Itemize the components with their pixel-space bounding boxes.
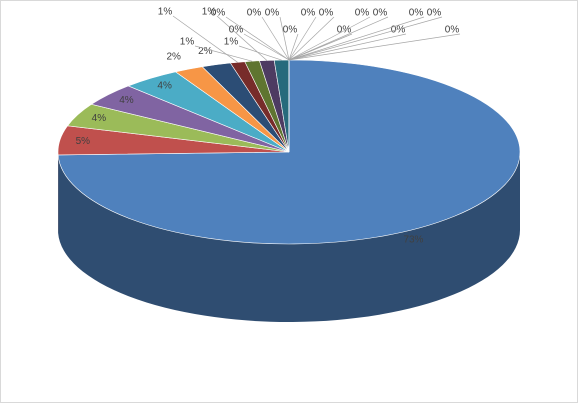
- data-label: 73%: [403, 235, 423, 246]
- data-label: 0%: [355, 8, 370, 19]
- leader-line: [288, 33, 407, 61]
- leader-line: [243, 33, 290, 61]
- data-label: 5%: [76, 136, 91, 147]
- leader-line: [238, 45, 282, 61]
- data-label: 1%: [224, 37, 239, 48]
- data-label: 0%: [391, 25, 406, 36]
- data-label: 0%: [337, 25, 352, 36]
- leader-line: [288, 33, 299, 61]
- data-label: 2%: [167, 51, 182, 62]
- leader-line: [288, 33, 461, 61]
- leader-line: [279, 16, 290, 61]
- leader-line: [288, 16, 389, 61]
- data-label: 0%: [427, 8, 442, 19]
- leader-line: [225, 16, 290, 61]
- leader-line: [194, 45, 253, 62]
- leader-line: [288, 16, 371, 61]
- data-label: 4%: [157, 80, 172, 91]
- data-label: 4%: [92, 113, 107, 124]
- data-label: 0%: [283, 25, 298, 36]
- data-label: 1%: [202, 7, 217, 18]
- data-label: 0%: [445, 25, 460, 36]
- data-label: 4%: [119, 95, 134, 106]
- data-label: 0%: [211, 8, 226, 19]
- data-label: 2%: [198, 46, 213, 57]
- slice-side: [58, 152, 520, 322]
- data-label: 1%: [180, 37, 195, 48]
- data-label: 0%: [373, 8, 388, 19]
- leader-line: [288, 16, 443, 61]
- leader-line: [288, 16, 425, 61]
- data-label: 0%: [247, 8, 262, 19]
- data-label: 1%: [158, 7, 173, 18]
- data-label: 0%: [265, 8, 280, 19]
- data-label: 0%: [319, 8, 334, 19]
- leader-line: [288, 16, 335, 61]
- leader-line: [261, 16, 290, 61]
- leader-line: [216, 15, 268, 61]
- data-label: 0%: [301, 8, 316, 19]
- data-label: 0%: [229, 25, 244, 36]
- leader-line: [288, 16, 317, 61]
- data-label: 0%: [409, 8, 424, 19]
